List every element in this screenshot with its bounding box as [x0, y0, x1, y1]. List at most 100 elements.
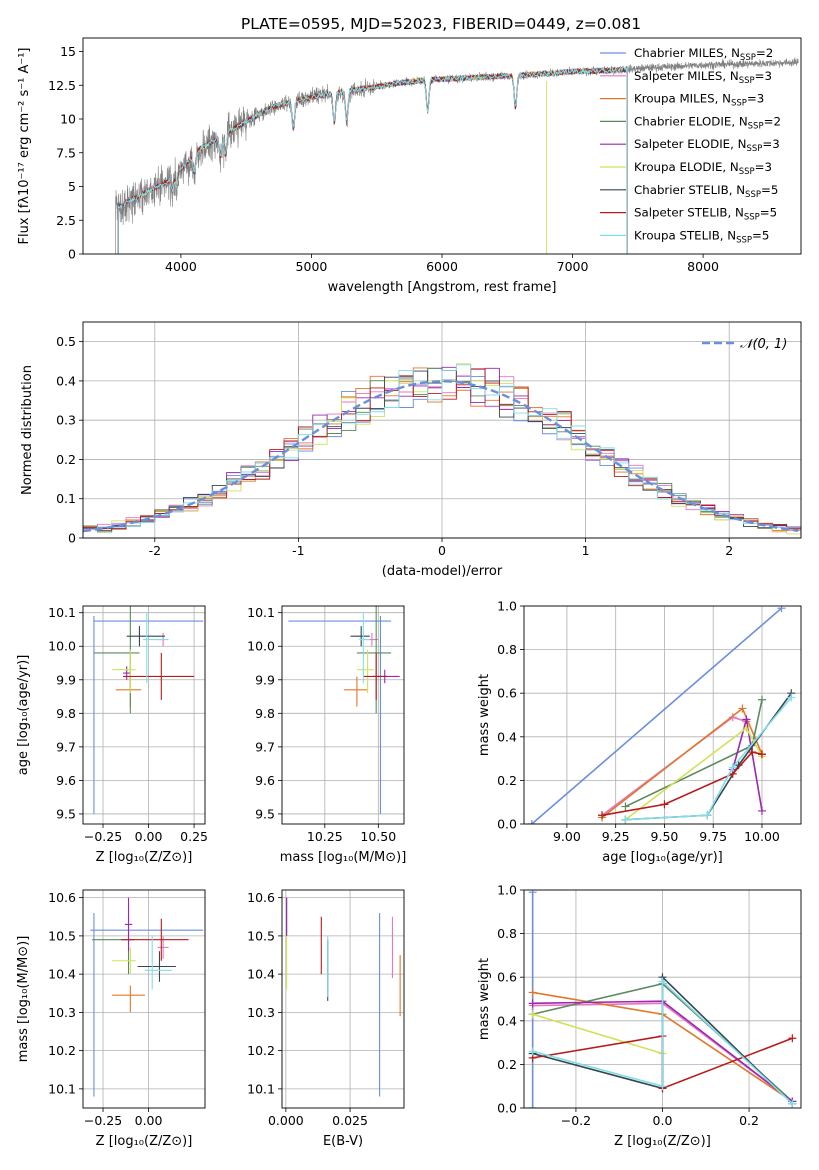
y-tick-label: 0.2: [497, 773, 517, 788]
mass-weight-marker: [788, 1099, 797, 1108]
legend-entry-subscript: SSP: [748, 121, 764, 131]
mass-weight-marker: [738, 704, 747, 713]
model-spectrum-line: [117, 65, 628, 254]
x-tick-label: 7000: [557, 259, 589, 274]
figure-title: PLATE=0595, MJD=52023, FIBERID=0449, z=0…: [241, 15, 641, 33]
errorbar-point: [359, 612, 370, 684]
mass-weight-marker: [757, 806, 766, 815]
y-tick-label: 0.8: [497, 926, 517, 941]
y-tick-label: 9.6: [255, 773, 275, 788]
x-tick-label: 10.00: [744, 829, 780, 844]
mass-weight-marker: [658, 1082, 667, 1091]
y-tick-label: 9.9: [56, 672, 76, 687]
legend-entry-subscript: SSP: [739, 76, 755, 86]
x-tick-label: 0.2: [739, 1113, 759, 1128]
mass-weight-line: [625, 697, 792, 821]
y-axis-label: age [log₁₀(age/yr)]: [16, 655, 31, 776]
x-axis-label: age [log₁₀(age/yr)]: [602, 850, 723, 865]
errorbar-point: [144, 935, 173, 990]
plot-area-age-vs-mass: [288, 606, 400, 814]
y-tick-label: 0.2: [497, 1057, 517, 1072]
axes-frame-weight-vs-Z: [523, 889, 802, 1109]
errorbar-point: [123, 666, 131, 680]
legend-entry: Salpeter MILES, NSSP=3: [634, 69, 772, 86]
legend-entry-name: Salpeter MILES, N: [634, 69, 739, 83]
panel-age-vs-mass: 10.25 10.50 9.5 9.6 9.7 9.8 9.9 10.0 10.1 mass [l…: [247, 605, 406, 865]
legend-entry-name: Salpeter STELIB, N: [634, 206, 744, 220]
x-tick-label: 0.0: [653, 1113, 673, 1128]
mass-weight-marker: [528, 988, 537, 997]
errorbar-point: [93, 606, 140, 714]
y-tick-label: 9.9: [255, 672, 275, 687]
y-tick-label: 10.2: [247, 1043, 275, 1058]
legend-entry-nssp: =3: [755, 69, 772, 83]
y-tick-label: 10.6: [247, 890, 275, 905]
y-tick-label: 9.5: [56, 806, 76, 821]
legend-entry-subscript: SSP: [746, 144, 762, 154]
legend-entry: Salpeter STELIB, NSSP=5: [634, 206, 777, 223]
ticks-spectrum: 4000 5000 6000 7000 8000 0 2.5 5 7.5 10 12.5 15: [48, 44, 719, 274]
y-tick-label: 10.0: [247, 639, 275, 654]
grid-mass-vs-Z: [83, 890, 205, 1108]
axes-frame-mass-vs-ebv: [281, 889, 405, 1109]
errorbar-point: [356, 649, 375, 694]
x-tick-label: 0.00: [135, 1113, 163, 1128]
plot-area-residuals: [83, 363, 801, 537]
mass-weight-marker: [621, 815, 630, 824]
plot-area-mass-vs-ebv: [286, 897, 401, 1097]
y-tick-label: 9.6: [56, 773, 76, 788]
x-tick-label: 0.00: [135, 829, 163, 844]
panel-spectrum: 4000 5000 6000 7000 8000 0 2.5 5 7.5 10 12.5 15 wave…: [17, 37, 802, 295]
x-tick-label: 9.50: [651, 829, 679, 844]
axes-frame-residuals: [82, 321, 802, 539]
y-tick-label: 0.0: [497, 817, 517, 832]
y-tick-label: 10.0: [48, 639, 76, 654]
errorbar-point: [112, 649, 136, 694]
y-tick-label: 10.3: [247, 1005, 275, 1020]
y-tick-label: 10.1: [247, 1081, 275, 1096]
model-spectrum-line: [117, 65, 628, 254]
legend-entry-name: Kroupa STELIB, N: [634, 228, 736, 242]
mass-weight-marker: [787, 693, 796, 702]
x-tick-label: 1: [582, 543, 590, 558]
panel-mass-vs-ebv: 0.000 0.025 10.1 10.2 10.3 10.4 10.5 10.6 E(B-V): [247, 889, 405, 1149]
mass-weight-marker: [777, 606, 786, 613]
residual-histogram: [83, 366, 801, 534]
y-axis-label: mass weight: [477, 674, 492, 756]
mass-weight-line: [532, 979, 793, 1105]
residual-histogram: [83, 369, 801, 537]
y-tick-label: 0.8: [497, 642, 517, 657]
y-tick-label: 10.4: [48, 967, 76, 982]
errorbar-point: [93, 616, 204, 814]
model-spectrum-line: [117, 66, 628, 254]
x-axis-label: E(B-V): [323, 1134, 363, 1149]
y-tick-label: 10.3: [48, 1005, 76, 1020]
model-spectrum-line: [117, 65, 628, 254]
y-tick-label: 15: [60, 44, 76, 59]
legend-entry-subscript: SSP: [731, 99, 747, 109]
mass-weight-marker: [748, 748, 757, 757]
plot-area-age-vs-Z: [93, 606, 204, 814]
ticks-mass-vs-Z: −0.25 0.00 10.1 10.2 10.3 10.4 10.5 10.6: [48, 890, 162, 1128]
grid-residuals: [83, 322, 801, 539]
legend-entry: 𝒩(0, 1): [740, 337, 787, 352]
y-tick-label: 12.5: [48, 78, 76, 93]
residual-histogram: [83, 364, 801, 534]
x-tick-label: −0.25: [84, 1113, 122, 1128]
y-tick-label: 9.7: [255, 739, 275, 754]
mass-weight-line: [531, 607, 783, 824]
y-tick-label: 10.1: [247, 605, 275, 620]
legend-entry-name: Chabrier ELODIE, N: [634, 114, 748, 128]
legend-entry: Chabrier STELIB, NSSP=5: [634, 183, 778, 200]
x-axis-label: mass [log₁₀(M/M⊙)]: [280, 850, 407, 865]
axes-frame-spectrum: [82, 37, 802, 255]
model-spectrum-line: [117, 65, 628, 254]
x-tick-label: 10.25: [307, 829, 343, 844]
y-tick-label: 9.8: [255, 706, 275, 721]
y-tick-label: 0.4: [497, 729, 517, 744]
legend-entry-subscript: SSP: [744, 213, 760, 223]
grid-age-vs-mass: [282, 606, 404, 824]
errorbar-point: [288, 616, 392, 814]
y-tick-label: 1.0: [497, 883, 517, 898]
y-tick-label: 0.1: [56, 491, 76, 506]
